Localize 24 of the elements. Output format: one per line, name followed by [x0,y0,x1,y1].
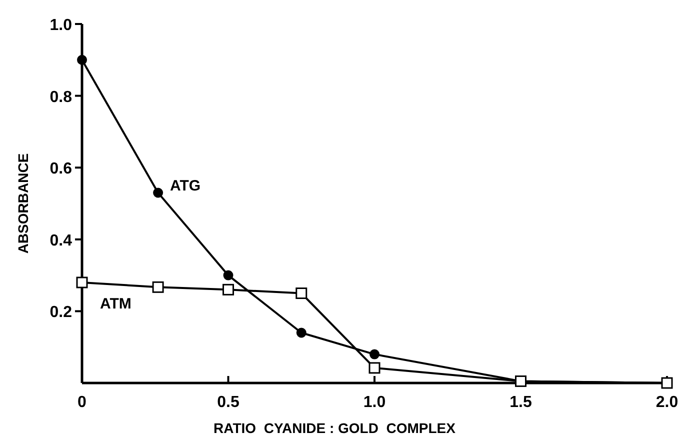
point [152,281,164,293]
x-tick-label: 0.5 [217,394,240,411]
point [296,288,308,299]
y-tick-label: 0.4 [50,232,72,250]
point [77,54,87,65]
point [368,362,380,374]
point [153,188,164,198]
point [296,328,306,338]
x-tick-label: 2.0 [656,394,678,411]
x-tick-label: 0 [78,394,87,411]
y-tick-label: 0.2 [50,304,72,322]
point [223,270,234,280]
x-tick-label: 1.5 [510,394,532,411]
series-label: ATG [170,178,201,195]
point [76,276,88,288]
x-tick-label: 1.0 [363,394,386,411]
y-tick-label: 1.0 [50,17,72,34]
point [370,349,380,360]
y-axis-title: ABSORBANCE [15,153,31,254]
point [222,284,234,296]
x-axis-title: RATIO CYANIDE : GOLD COMPLEX [214,420,456,436]
y-tick-label: 0.8 [50,88,72,106]
series-label: ATM [100,295,132,312]
y-tick-label: 0.6 [50,160,72,178]
